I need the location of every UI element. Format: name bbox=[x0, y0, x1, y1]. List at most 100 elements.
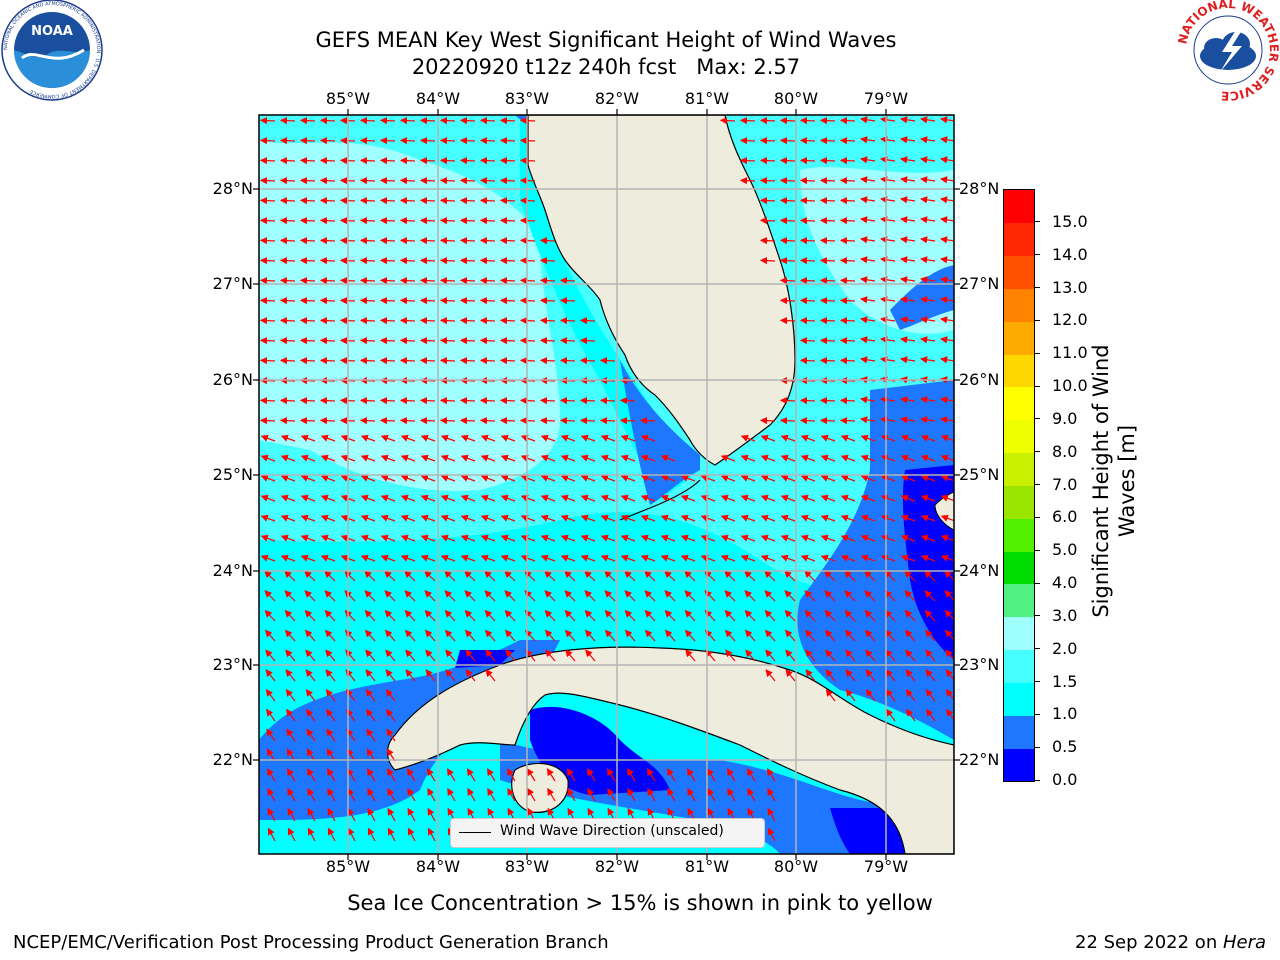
wave-arrow bbox=[865, 649, 876, 662]
wave-arrow bbox=[859, 416, 876, 424]
wave-arrow bbox=[644, 629, 656, 642]
wave-arrow bbox=[480, 514, 496, 522]
wave-arrow bbox=[544, 629, 556, 642]
wave-arrow bbox=[739, 157, 756, 165]
wave-arrow bbox=[366, 748, 376, 762]
wave-arrow bbox=[919, 176, 936, 184]
wave-arrow bbox=[460, 454, 476, 462]
wave-arrow bbox=[640, 474, 656, 482]
wave-arrow bbox=[686, 768, 696, 782]
wave-arrow bbox=[265, 669, 276, 682]
wave-arrow bbox=[564, 590, 576, 602]
wave-arrow bbox=[584, 570, 596, 582]
wave-arrow bbox=[360, 494, 376, 502]
wave-arrow bbox=[419, 137, 436, 145]
wave-arrow bbox=[879, 416, 896, 424]
wave-arrow bbox=[664, 609, 676, 622]
wave-arrow bbox=[504, 609, 516, 622]
wave-arrow bbox=[819, 277, 836, 285]
wave-arrow bbox=[360, 454, 376, 462]
wave-arrow bbox=[584, 590, 596, 602]
wave-arrow bbox=[560, 474, 576, 482]
sea-florida-bay bbox=[620, 360, 700, 505]
wave-arrow bbox=[300, 514, 316, 522]
sea-ice-caption: Sea Ice Concentration > 15% is shown in … bbox=[347, 891, 933, 915]
wave-arrow bbox=[266, 728, 276, 742]
wave-arrow bbox=[844, 570, 856, 582]
wave-arrow bbox=[447, 787, 456, 802]
wave-arrow bbox=[267, 787, 276, 802]
wave-arrow bbox=[479, 397, 496, 405]
wave-arrow bbox=[499, 297, 516, 305]
wave-arrow bbox=[859, 236, 876, 244]
colorbar-segment bbox=[1004, 551, 1034, 585]
wave-arrow bbox=[399, 157, 416, 165]
wave-arrow bbox=[379, 277, 396, 285]
wave-arrow bbox=[479, 357, 496, 365]
wave-arrow bbox=[399, 117, 416, 125]
wave-arrow bbox=[799, 357, 816, 365]
wave-arrow bbox=[420, 434, 436, 442]
wave-arrow bbox=[419, 337, 436, 345]
wave-arrow bbox=[860, 494, 876, 502]
lon-tick-label: 84°W bbox=[415, 89, 461, 108]
wave-arrow bbox=[479, 197, 496, 205]
wave-arrow bbox=[379, 237, 396, 245]
wave-arrow bbox=[359, 117, 376, 125]
wave-arrow bbox=[445, 649, 456, 662]
wave-arrow bbox=[400, 534, 416, 542]
wave-arrow bbox=[859, 216, 876, 224]
wave-arrow bbox=[319, 297, 336, 305]
wave-arrow bbox=[399, 337, 416, 345]
wave-arrow bbox=[359, 177, 376, 185]
colorbar-tickmark bbox=[1034, 713, 1040, 715]
wave-arrow bbox=[905, 688, 916, 702]
lat-tick-label: 28°N bbox=[212, 179, 253, 198]
wave-arrow bbox=[604, 629, 616, 642]
wave-arrow bbox=[359, 277, 376, 285]
wave-arrow bbox=[899, 336, 916, 344]
wave-arrow bbox=[519, 137, 536, 145]
wave-arrow bbox=[304, 609, 316, 622]
wave-arrow bbox=[299, 337, 316, 345]
wave-arrow bbox=[904, 629, 916, 642]
wave-arrow bbox=[385, 688, 396, 702]
lon-tick-label: 79°W bbox=[863, 857, 909, 876]
wave-arrow bbox=[766, 768, 776, 782]
wave-arrow bbox=[380, 434, 396, 442]
wave-arrow bbox=[307, 787, 316, 802]
wave-arrow bbox=[825, 649, 836, 662]
wave-arrow bbox=[319, 337, 336, 345]
wave-arrow bbox=[825, 688, 836, 702]
wave-arrow bbox=[839, 317, 856, 325]
colorbar-tick-label: 8.0 bbox=[1052, 441, 1078, 461]
colorbar-segment bbox=[1004, 222, 1034, 257]
wave-arrow bbox=[264, 609, 276, 622]
wave-arrow bbox=[667, 787, 676, 802]
wave-arrow bbox=[879, 336, 896, 344]
wave-arrow bbox=[285, 688, 296, 702]
wave-arrow bbox=[479, 317, 496, 325]
wave-arrow bbox=[899, 396, 916, 404]
wave-arrow bbox=[264, 590, 276, 602]
wave-arrow bbox=[779, 257, 796, 265]
wave-arrow bbox=[800, 454, 816, 462]
wave-arrow bbox=[399, 237, 416, 245]
wave-arrow bbox=[460, 494, 476, 502]
wave-arrow bbox=[499, 157, 516, 165]
wave-arrow bbox=[439, 297, 456, 305]
wave-arrow bbox=[884, 629, 896, 642]
wave-arrow bbox=[780, 454, 796, 462]
wave-arrow bbox=[284, 590, 296, 602]
wave-arrow bbox=[386, 768, 396, 782]
wave-arrow bbox=[839, 117, 856, 125]
wave-arrow bbox=[640, 454, 656, 462]
wave-arrow bbox=[265, 688, 276, 702]
wave-arrow bbox=[327, 787, 336, 802]
wave-arrow bbox=[939, 296, 954, 304]
wave-arrow bbox=[724, 590, 736, 602]
wave-arrow bbox=[485, 649, 496, 662]
wave-arrow bbox=[864, 570, 876, 582]
wave-arrow bbox=[284, 609, 296, 622]
wave-arrow bbox=[604, 590, 616, 602]
